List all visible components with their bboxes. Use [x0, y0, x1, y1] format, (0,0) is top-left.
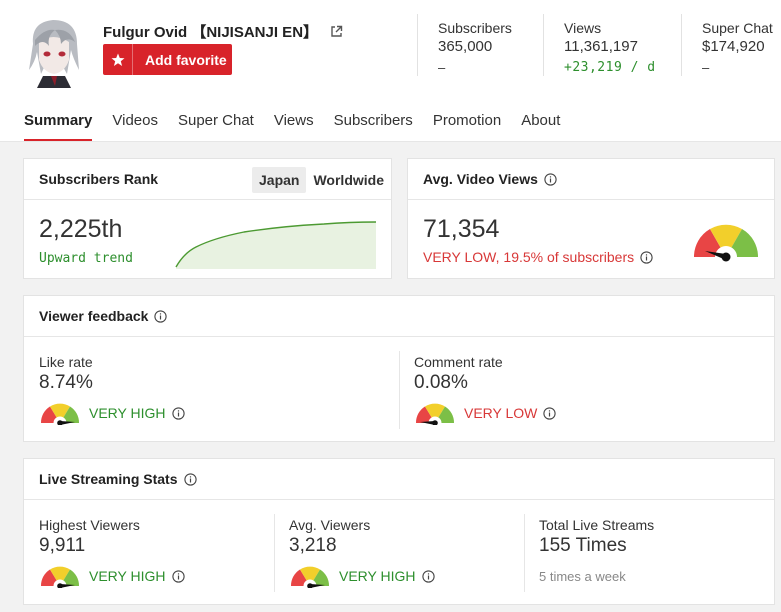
card-header: Avg. Video Views	[408, 159, 774, 200]
highest-viewers-label: Highest Viewers	[39, 517, 140, 533]
info-icon[interactable]	[183, 472, 197, 486]
stat-views: Views 11,361,197 +23,219 / d	[543, 14, 681, 76]
tab-super-chat[interactable]: Super Chat	[177, 112, 254, 129]
add-favorite-button[interactable]: Add favorite	[103, 44, 232, 75]
highest-viewers-rating-row: VERY HIGH	[39, 564, 185, 588]
info-icon[interactable]	[171, 569, 185, 583]
gauge-icon	[40, 566, 80, 588]
info-icon[interactable]	[421, 569, 435, 583]
like-rate-label: Like rate	[39, 354, 93, 370]
star-icon	[103, 44, 133, 75]
total-live-streams: Total Live Streams 155 Times 5 times a w…	[539, 517, 654, 584]
comment-rate: Comment rate 0.08% VERY LOW	[414, 354, 557, 425]
info-icon[interactable]	[543, 406, 557, 420]
tab-summary[interactable]: Summary	[24, 108, 93, 142]
channel-header: Fulgur Ovid 【NIJISANJI EN】 Add favorite …	[0, 0, 781, 142]
avg-viewers-rating-row: VERY HIGH	[289, 564, 435, 588]
avg-viewers: Avg. Viewers 3,218 VERY HIGH	[289, 517, 435, 588]
highest-viewers: Highest Viewers 9,911 VERY HIGH	[39, 517, 185, 588]
comment-rate-value: 0.08%	[414, 372, 468, 393]
channel-name-text: Fulgur Ovid 【NIJISANJI EN】	[103, 24, 319, 41]
stat-delta: –	[438, 60, 446, 75]
tab-about[interactable]: About	[521, 112, 561, 129]
summary-content: Subscribers Rank Japan Worldwide 2,225th…	[0, 142, 781, 612]
add-favorite-label: Add favorite	[145, 51, 227, 68]
card-title: Avg. Video Views	[423, 171, 538, 187]
tabs-divider	[0, 141, 781, 142]
rank-trend-sparkline	[175, 221, 377, 269]
comment-rate-label: Comment rate	[414, 354, 503, 370]
rank-region-toggle: Japan Worldwide	[252, 167, 391, 193]
stat-value: $174,920	[702, 38, 765, 55]
total-live-streams-label: Total Live Streams	[539, 517, 655, 533]
segment-worldwide[interactable]: Worldwide	[313, 172, 384, 188]
avg-viewers-value: 3,218	[289, 535, 337, 556]
card-title: Viewer feedback	[39, 308, 149, 324]
stat-subscribers: Subscribers 365,000 –	[417, 14, 543, 76]
gauge-icon	[40, 403, 80, 425]
stat-label: Views	[564, 20, 602, 36]
external-link-icon[interactable]	[330, 25, 343, 38]
stat-value: 11,361,197	[564, 38, 638, 55]
stat-delta: +23,219 / d	[564, 60, 656, 75]
gauge-icon	[693, 224, 759, 263]
avg-views-note: VERY LOW, 19.5% of subscribers	[423, 249, 653, 265]
tab-subscribers[interactable]: Subscribers	[333, 112, 413, 129]
tab-views[interactable]: Views	[273, 112, 314, 129]
info-icon[interactable]	[640, 250, 653, 264]
avg-views-rating: VERY LOW, 19.5% of subscribers	[423, 249, 635, 265]
card-title: Live Streaming Stats	[39, 471, 178, 487]
tab-promotion[interactable]: Promotion	[432, 112, 502, 129]
card-header: Live Streaming Stats	[24, 459, 774, 500]
channel-name: Fulgur Ovid 【NIJISANJI EN】	[103, 21, 343, 42]
avg-video-views-card: Avg. Video Views 71,354 VERY LOW, 19.5% …	[407, 158, 775, 279]
avg-viewers-label: Avg. Viewers	[289, 517, 371, 533]
card-header: Viewer feedback	[24, 296, 774, 337]
comment-rate-rating-row: VERY LOW	[414, 401, 557, 425]
rank-value: 2,225th	[39, 215, 123, 243]
card-title: Subscribers Rank	[39, 171, 159, 187]
channel-avatar[interactable]	[25, 14, 83, 88]
column-divider	[274, 514, 275, 592]
stat-value: 365,000	[438, 38, 493, 55]
tab-videos[interactable]: Videos	[112, 112, 158, 129]
highest-viewers-value: 9,911	[39, 535, 86, 556]
stat-super-chat: Super Chat $174,920 –	[681, 14, 781, 76]
subscribers-rank-card: Subscribers Rank Japan Worldwide 2,225th…	[23, 158, 392, 279]
avg-viewers-rating: VERY HIGH	[339, 568, 416, 584]
gauge-icon	[415, 403, 455, 425]
info-icon[interactable]	[171, 406, 185, 420]
column-divider	[524, 514, 525, 592]
viewer-feedback-card: Viewer feedback Like rate 8.74% VERY HIG…	[23, 295, 775, 442]
rank-trend: Upward trend	[39, 251, 133, 266]
like-rate-rating-row: VERY HIGH	[39, 401, 185, 425]
card-header: Subscribers Rank Japan Worldwide	[24, 159, 391, 200]
info-icon[interactable]	[154, 309, 168, 323]
gauge-icon	[290, 566, 330, 588]
comment-rate-rating: VERY LOW	[464, 405, 538, 421]
segment-japan[interactable]: Japan	[252, 167, 307, 193]
like-rate-rating: VERY HIGH	[89, 405, 166, 421]
live-streaming-stats-card: Live Streaming Stats Highest Viewers 9,9…	[23, 458, 775, 605]
avg-views-value: 71,354	[423, 215, 500, 243]
column-divider	[399, 351, 400, 429]
info-icon[interactable]	[544, 172, 557, 186]
stat-delta: –	[702, 60, 710, 75]
tab-bar: Summary Videos Super Chat Views Subscrib…	[24, 108, 580, 142]
like-rate-value: 8.74%	[39, 372, 93, 393]
stat-label: Super Chat	[702, 20, 773, 36]
highest-viewers-rating: VERY HIGH	[89, 568, 166, 584]
stat-label: Subscribers	[438, 20, 512, 36]
total-live-streams-value: 155 Times	[539, 535, 627, 556]
total-live-streams-note: 5 times a week	[539, 569, 626, 584]
like-rate: Like rate 8.74% VERY HIGH	[39, 354, 185, 425]
